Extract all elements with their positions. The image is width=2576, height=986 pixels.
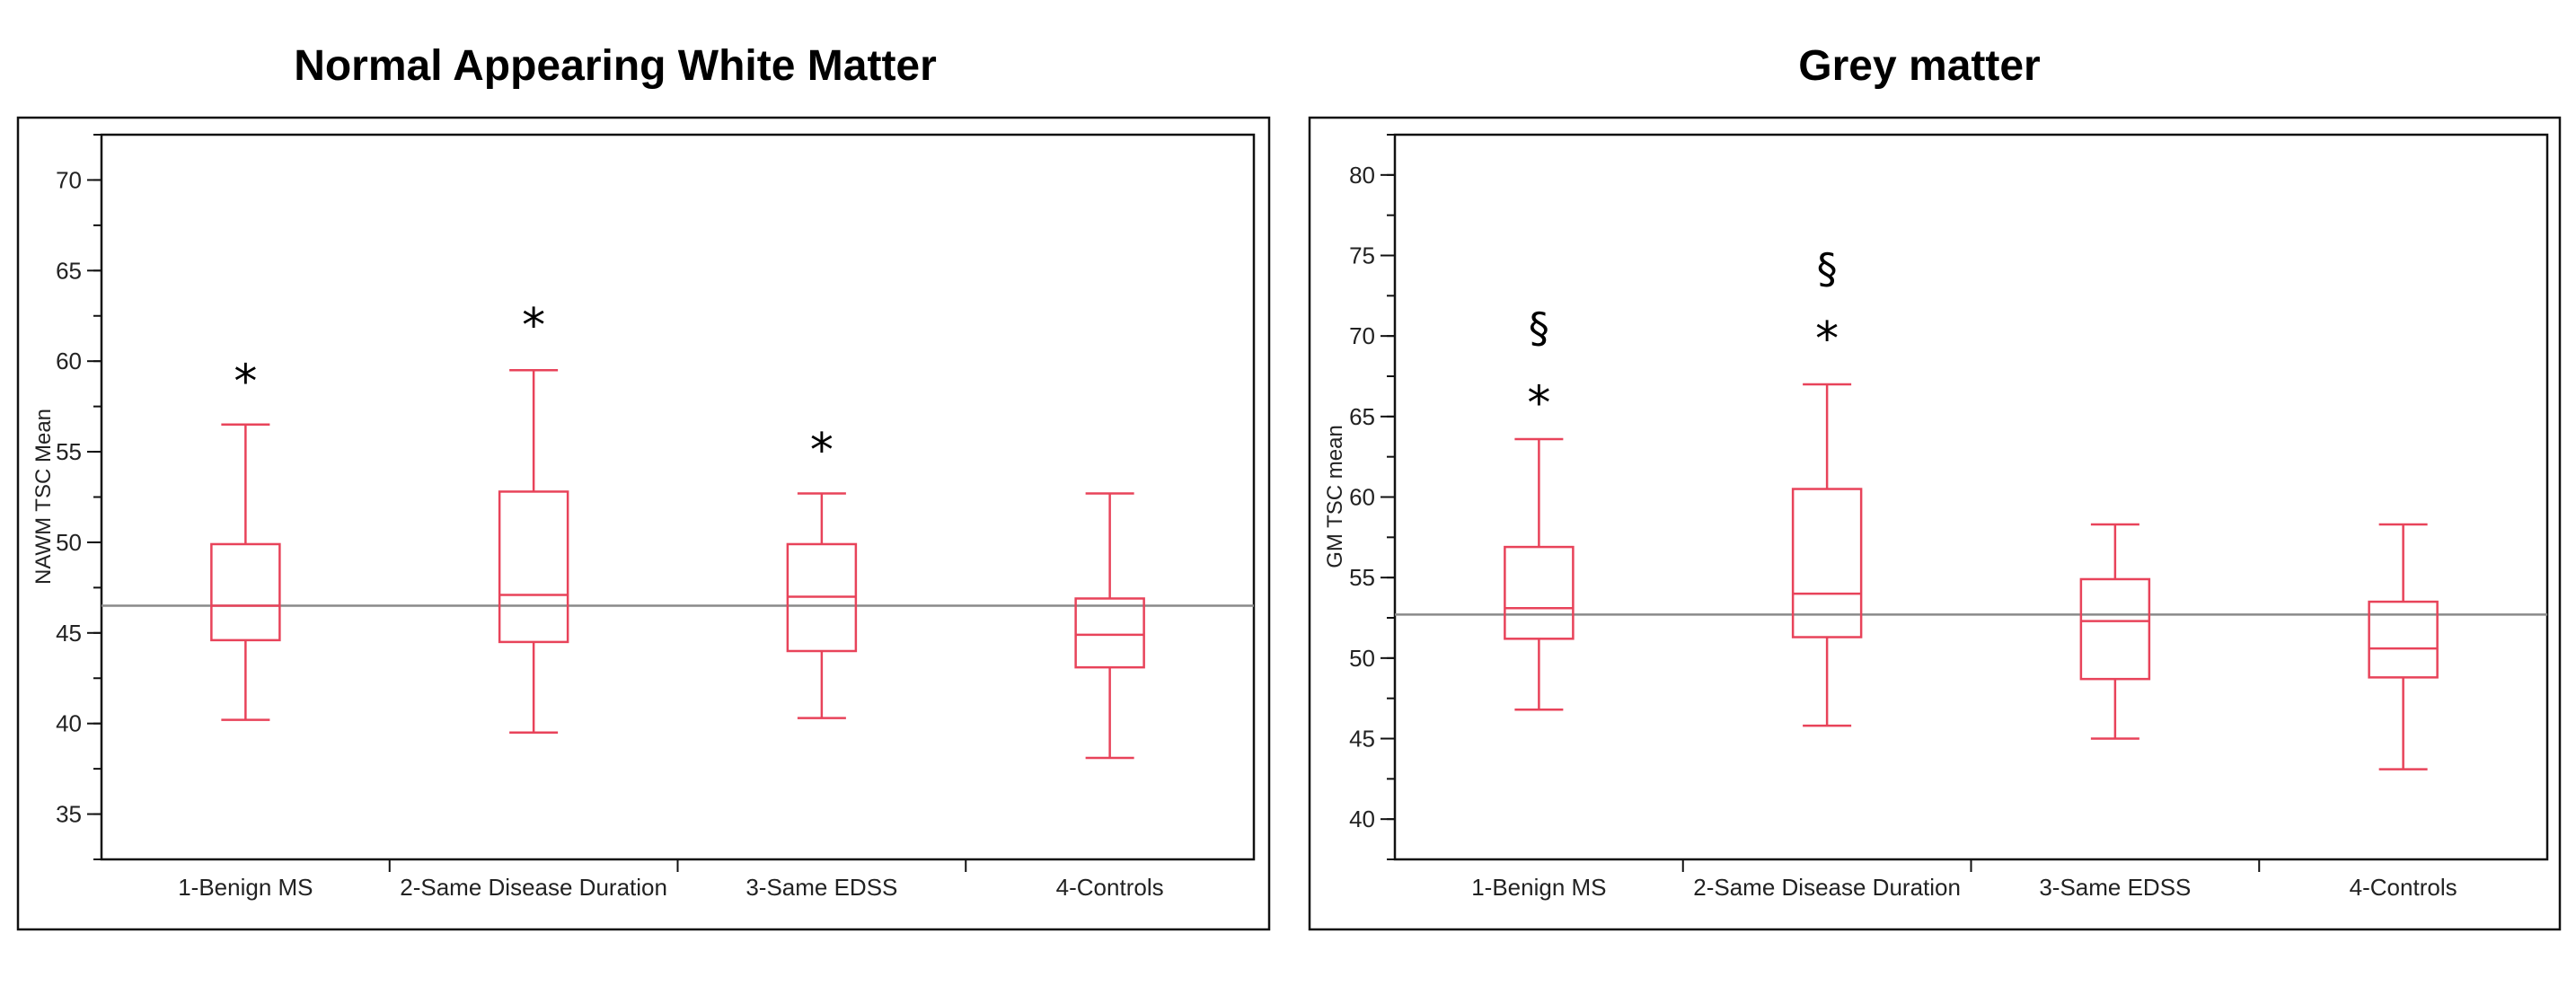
y-tick-label: 45 <box>56 620 82 647</box>
y-tick-label: 70 <box>56 166 82 193</box>
box-1 <box>1504 437 1575 711</box>
plot-area <box>100 133 1256 861</box>
box-1 <box>210 423 281 721</box>
iqr-box <box>1074 597 1145 669</box>
chart-marks: 40 45 50 55 60 65 70 75 80 1-Benign MS 2-Same Dise… <box>1349 134 2547 901</box>
iqr-box <box>1791 488 1863 638</box>
plot-area <box>1393 133 2549 861</box>
x-tick-label: 1-Benign MS <box>178 874 313 901</box>
y-tick-label: 60 <box>56 348 82 374</box>
panel-grey-matter: Grey matter GM TSC mean 40 45 50 55 60 65 70 75… <box>1308 42 2562 931</box>
iqr-box <box>2079 577 2151 681</box>
x-tick-label: 4-Controls <box>1056 874 1164 901</box>
significance-asterisk: * <box>234 355 257 409</box>
x-tick-label: 3-Same EDSS <box>2039 874 2191 901</box>
y-tick-label: 80 <box>1349 162 1375 189</box>
iqr-box <box>498 490 569 644</box>
x-tick-label: 2-Same Disease Duration <box>1693 874 1961 901</box>
significance-asterisk: * <box>522 299 545 353</box>
y-tick-label: 40 <box>56 710 82 737</box>
x-tick-label: 3-Same EDSS <box>745 874 897 901</box>
y-tick-label: 70 <box>1349 322 1375 349</box>
iqr-box <box>2368 600 2439 679</box>
y-axis-label: GM TSC mean <box>1323 425 1347 568</box>
significance-section-sign: § <box>1817 244 1838 293</box>
significance-asterisk: * <box>1815 313 1839 366</box>
significance-asterisk: * <box>1527 377 1550 431</box>
y-axis-label: NAWM TSC Mean <box>31 409 56 585</box>
y-tick-label: 75 <box>1349 242 1375 269</box>
y-tick-label: 55 <box>56 438 82 465</box>
y-tick-label: 50 <box>1349 645 1375 672</box>
panel-frame <box>16 116 1271 931</box>
y-tick-label: 60 <box>1349 484 1375 511</box>
panel-nawm: Normal Appearing White Matter NAWM TSC M… <box>16 42 1271 931</box>
chart-title: Grey matter <box>1798 42 2040 90</box>
y-tick-label: 40 <box>1349 806 1375 832</box>
box-4 <box>1074 492 1145 760</box>
y-tick-label: 50 <box>56 529 82 556</box>
y-tick-label: 65 <box>56 257 82 284</box>
box-4 <box>2368 523 2439 770</box>
box-2 <box>498 369 569 735</box>
y-tick-label: 45 <box>1349 726 1375 753</box>
y-tick-label: 35 <box>56 801 82 828</box>
box-3 <box>786 492 858 719</box>
chart-marks: 35 40 45 50 55 60 65 70 1-Benign MS 2-Same Diseas… <box>56 134 1254 901</box>
x-tick-label: 2-Same Disease Duration <box>400 874 667 901</box>
y-tick-label: 65 <box>1349 403 1375 430</box>
iqr-box <box>1504 545 1575 640</box>
x-tick-label: 1-Benign MS <box>1471 874 1606 901</box>
x-tick-label: 4-Controls <box>2350 874 2457 901</box>
significance-section-sign: § <box>1529 304 1549 352</box>
significance-asterisk: * <box>810 424 834 478</box>
box-2 <box>1791 383 1863 727</box>
y-tick-label: 55 <box>1349 564 1375 591</box>
iqr-box <box>210 542 281 642</box>
box-3 <box>2079 523 2151 740</box>
chart-title: Normal Appearing White Matter <box>294 42 937 90</box>
panel-frame <box>1308 116 2562 931</box>
